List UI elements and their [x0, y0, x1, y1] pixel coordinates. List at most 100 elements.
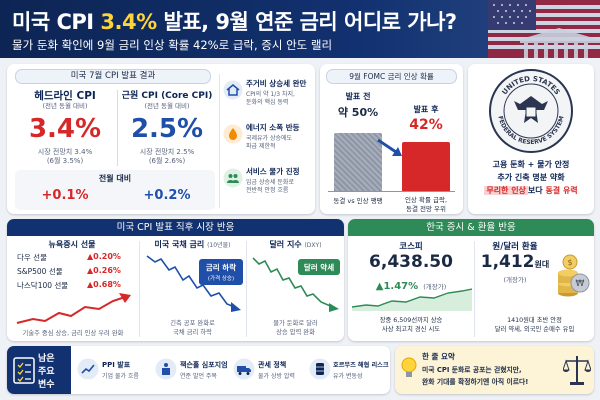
market-divider — [246, 241, 247, 337]
remaining-label: 남은 — [38, 354, 55, 364]
factor-title: 서비스 물가 진정 — [246, 167, 300, 176]
variable-title: 호르무즈 해협 리스크 — [333, 362, 389, 369]
kospi-title: 코스피 — [399, 242, 423, 252]
dxy-title: 달러 지수 (DXY) — [247, 239, 344, 250]
factor-desc: CPI의 약 1/3 차지, — [246, 91, 295, 98]
futures-title: 뉴욕증시 선물 — [48, 240, 96, 249]
kospi-change-value: ▲1.47% — [375, 281, 419, 292]
dxy-caption: 상승 압력 완화 — [276, 329, 315, 336]
factor-desc: 임금 상승세 둔화로 — [246, 179, 294, 186]
bond-badge-sub: (가격 상승) — [207, 276, 235, 282]
us-flag-icon — [488, 0, 600, 58]
svg-text:$: $ — [567, 258, 572, 267]
variable-item: 호르무즈 해협 리스크 유가 변동성 — [309, 354, 389, 386]
seal-line3-risk: 무리한 인상 — [484, 186, 528, 195]
podium-icon — [155, 358, 177, 380]
kospi-value: 6,438.50 — [369, 252, 453, 272]
fomc-before-label: 발표 전 — [345, 92, 371, 101]
mom-headline-value: +0.1% — [41, 188, 89, 203]
futures-row-name: S&P500 선물 — [17, 267, 63, 276]
variable-title: 관세 정책 — [258, 361, 287, 369]
dxy-caption: 물가 둔화로 달러 — [273, 320, 318, 327]
fed-outlook-card: UNITED STATES FEDERAL RESERVE SYSTEM 고용 … — [468, 64, 594, 214]
fx-value-unit: 원대 — [534, 260, 550, 269]
summary-line: 완화 기대를 확정하기엔 아직 이르다! — [422, 378, 529, 386]
dxy-chart — [252, 257, 339, 312]
seal-line1: 고용 둔화 + 물가 안정 — [492, 160, 570, 169]
scales-icon — [563, 356, 591, 385]
futures-row-name: 다우 선물 — [17, 253, 47, 262]
variable-desc: 기업 물가 흐름 — [102, 373, 139, 380]
chart-icon — [77, 358, 99, 380]
bond-badge — [199, 259, 243, 285]
people-icon — [223, 168, 243, 188]
down-arrow-icon — [377, 138, 402, 156]
headline-cpi-note1: 시장 전망치 3.4% — [37, 148, 93, 156]
seal-line3: 무리한 인상 보다 동결 유력 — [468, 185, 594, 196]
seal-line3-result: 동결 유력 — [545, 186, 578, 195]
fomc-baseline — [328, 191, 455, 192]
kospi-caption: 장중 6,509선까지 상승 — [379, 317, 443, 324]
fomc-before-bar — [334, 132, 382, 191]
house-icon — [223, 80, 243, 100]
fomc-after-label: 발표 후 — [413, 105, 439, 114]
futures-row-value: ▲0.26% — [87, 266, 121, 275]
us-market-title: 미국 CPI 발표 직후 시장 반응 — [7, 219, 344, 236]
core-cpi-sub: (전년 동월 대비) — [144, 102, 190, 110]
remaining-label: 변수 — [38, 380, 55, 390]
fx-value-sub: (개장가) — [503, 276, 527, 284]
coins-icon: ₩ $ — [558, 254, 590, 297]
factor-title: 주거비 상승세 완만 — [246, 79, 307, 88]
factor-item: 주거비 상승세 완만 CPI의 약 1/3 차지, 둔화의 핵심 동력 — [223, 78, 313, 116]
fed-seal-icon: UNITED STATES FEDERAL RESERVE SYSTEM — [489, 69, 573, 153]
fomc-after-caption: 동결 전망 우위 — [405, 205, 446, 213]
mom-core-value: +0.2% — [143, 188, 191, 203]
korea-market-title: 한국 증시 & 환율 반응 — [348, 219, 594, 236]
futures-uptrend-chart — [16, 293, 131, 324]
summary-title: 한 줄 요약 — [422, 352, 455, 361]
dxy-title-main: 달러 지수 — [269, 240, 302, 249]
core-cpi-note1: 시장 전망치 2.5% — [139, 148, 195, 156]
core-cpi-value: 2.5% — [130, 114, 204, 144]
factor-divider — [219, 74, 220, 208]
summary-card: 한 줄 요약 미국 CPI 둔화로 공포는 걷혔지만, 완화 기대를 확정하기엔… — [395, 346, 594, 394]
dxy-badge — [298, 259, 340, 275]
futures-caption: 기술주 중심 상승, 금리 인상 우려 완화 — [22, 330, 124, 337]
remaining-label-block — [7, 346, 71, 394]
futures-row-value: ▲0.68% — [87, 280, 121, 289]
oil-barrel-icon — [309, 358, 331, 380]
bond-title: 미국 국채 금리 (10년물) — [140, 239, 245, 250]
remaining-label: 주요 — [38, 367, 55, 377]
page-subtitle: 물가 둔화 확인에 9월 금리 인상 확률 42%로 급락, 증시 안도 랠리 — [12, 38, 333, 52]
variable-title: 잭슨홀 심포지엄 — [180, 361, 228, 369]
futures-row-value: ▲0.20% — [87, 252, 121, 261]
fuel-drop-icon — [223, 124, 243, 144]
korea-divider — [474, 241, 475, 337]
factor-desc: 둔화의 핵심 동력 — [246, 99, 289, 106]
variable-item: PPI 발표 기업 물가 흐름 — [77, 354, 153, 386]
factor-title: 에너지 소폭 반등 — [246, 123, 300, 132]
fx-title: 원/달러 환율 — [492, 242, 538, 252]
variable-item: 잭슨홀 심포지엄 연준 발언 주목 — [155, 354, 231, 386]
futures-row-name: 나스닥100 선물 — [17, 281, 69, 290]
headline-cpi-sub: (전년 동월 대비) — [42, 102, 88, 110]
fomc-probability-card: 9월 FOMC 금리 인상 확률 발표 전 약 50% 발표 후 42% 동결 … — [320, 64, 463, 214]
fx-caption: 1410원대 초반 안정 — [507, 317, 562, 324]
bond-title-main: 미국 국채 금리 — [154, 240, 205, 249]
kospi-caption: 사상 최고치 경신 시도 — [381, 326, 441, 333]
headline-cpi-value: 3.4% — [28, 114, 102, 144]
truck-icon — [233, 358, 255, 380]
variable-desc: 연준 발언 주목 — [180, 373, 217, 380]
variable-desc: 물가 상방 압력 — [258, 373, 295, 380]
seal-line3-mid: 보다 — [527, 186, 546, 195]
fx-value-number: 1,412 — [480, 252, 535, 272]
kospi-change: ▲1.47% (개장가) — [348, 274, 474, 293]
fomc-before-caption: 동결 vs 인상 팽팽 — [333, 197, 383, 205]
mom-label: 전월 대비 — [98, 174, 132, 183]
fomc-after-bar — [402, 142, 450, 191]
fomc-card-title: 9월 FOMC 금리 인상 확률 — [326, 69, 457, 84]
core-cpi-label: 근원 CPI (Core CPI) — [121, 91, 213, 101]
headline-cpi-label: 헤드라인 CPI — [34, 90, 96, 102]
factor-desc: 파급 제한적 — [246, 143, 276, 150]
svg-text:₩: ₩ — [576, 279, 585, 289]
